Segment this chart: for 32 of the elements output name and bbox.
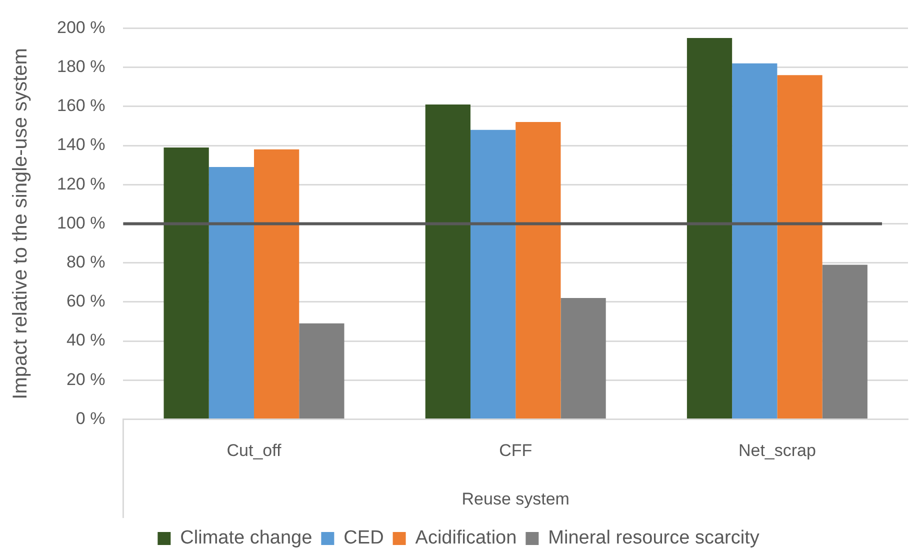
bar bbox=[208, 167, 254, 418]
y-tick-label: 60 % bbox=[66, 292, 106, 311]
legend-label: Acidification bbox=[415, 528, 517, 549]
bar bbox=[254, 149, 300, 418]
y-axis-title: Impact relative to the single-use system bbox=[10, 48, 32, 400]
x-tick-label: Net_scrap bbox=[738, 441, 816, 460]
bar bbox=[732, 63, 778, 418]
bar bbox=[777, 75, 822, 418]
bar bbox=[686, 38, 732, 418]
y-tick-label: 80 % bbox=[66, 252, 106, 272]
bar bbox=[560, 298, 606, 418]
bar bbox=[299, 323, 344, 418]
legend-label: Mineral resource scarcity bbox=[548, 528, 760, 549]
y-tick-label: 100 % bbox=[57, 213, 106, 232]
bar bbox=[516, 122, 561, 418]
x-tick-label: Cut_off bbox=[226, 441, 282, 460]
bar bbox=[470, 130, 516, 418]
y-tick-label: 160 % bbox=[57, 96, 106, 116]
y-tick-label: 40 % bbox=[66, 330, 106, 350]
legend-label: Climate change bbox=[180, 528, 312, 549]
legend-label: CED bbox=[344, 528, 384, 549]
x-axis-title: Reuse system bbox=[462, 489, 570, 508]
y-tick-label: 200 % bbox=[57, 18, 106, 37]
bar bbox=[425, 104, 470, 418]
y-tick-label: 0 % bbox=[76, 408, 106, 428]
y-tick-label: 140 % bbox=[57, 135, 106, 154]
y-tick-label: 20 % bbox=[66, 370, 106, 389]
y-tick-label: 120 % bbox=[57, 174, 106, 194]
y-tick-label: 180 % bbox=[57, 56, 106, 76]
bar bbox=[822, 264, 868, 418]
x-tick-label: CFF bbox=[499, 441, 532, 460]
bar bbox=[164, 147, 209, 418]
